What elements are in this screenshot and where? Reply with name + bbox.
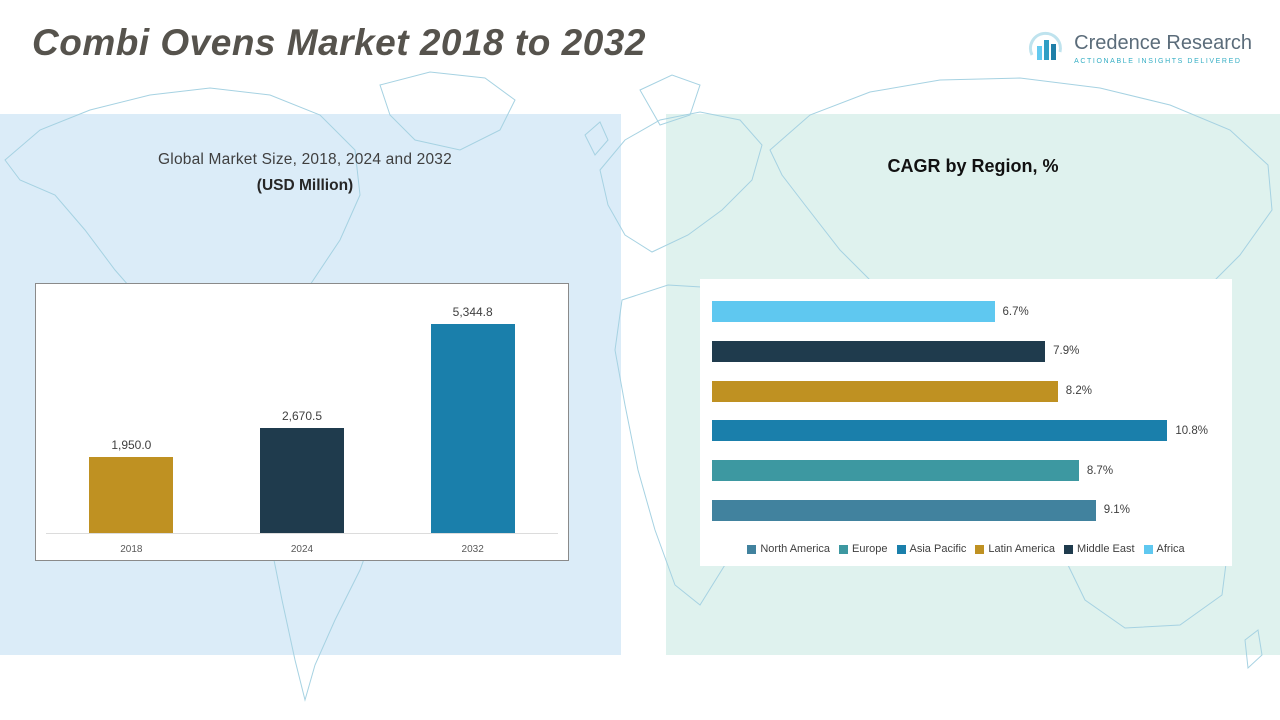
credence-logo: Credence Research Actionable Insights De… (1026, 28, 1252, 68)
logo-brand-text: Credence Research (1074, 31, 1252, 54)
legend-swatch (1064, 544, 1074, 554)
cagr-bar-row-europe: 8.7% (712, 460, 1218, 482)
cagr-bar-europe (712, 460, 1079, 482)
legend-label: Asia Pacific (909, 543, 967, 555)
legend-label: Europe (852, 543, 888, 555)
bar-value-label: 2,670.5 (281, 409, 323, 424)
cagr-bar-row-north-america: 9.1% (712, 499, 1218, 521)
cagr-value-label: 7.9% (1053, 345, 1080, 358)
cagr-value-label: 9.1% (1103, 504, 1130, 517)
cagr-bar-row-asia-pacific: 10.8% (712, 420, 1218, 442)
logo-text: Credence Research Actionable Insights De… (1074, 32, 1252, 65)
legend-swatch (839, 544, 849, 554)
legend-swatch (896, 544, 906, 554)
legend-item-asia-pacific: Asia Pacific (896, 543, 967, 555)
bar-2018 (89, 456, 174, 533)
page-title: Combi Ovens Market 2018 to 2032 (32, 22, 646, 63)
bar-value-label: 1,950.0 (111, 437, 152, 452)
cagr-bar-middle-east (712, 340, 1046, 362)
bar-group-2024: 2,670.5 (217, 298, 388, 533)
left-chart-title-line2: (USD Million) (256, 177, 354, 194)
x-axis-label: 2024 (290, 544, 314, 555)
legend-item-africa: Africa (1143, 543, 1185, 555)
cagr-bar-row-middle-east: 7.9% (712, 340, 1218, 362)
right-chart-title: CAGR by Region, % (887, 156, 1059, 176)
cagr-bar-row-africa: 6.7% (712, 301, 1218, 322)
hbar-plot-area: 6.7% 7.9% 8.2% 10.8% 8.7% 9.1% (712, 301, 1218, 521)
legend-swatch (1143, 544, 1153, 554)
legend-item-latin-america: Latin America (975, 543, 1055, 555)
bar-value-label: 5,344.8 (452, 304, 493, 319)
cagr-bar-africa (712, 301, 995, 322)
legend-swatch (747, 544, 757, 554)
cagr-value-label: 10.8% (1175, 424, 1208, 437)
cagr-value-label: 6.7% (1002, 305, 1029, 318)
cagr-bar-latin-america (712, 380, 1058, 402)
bar-2032 (430, 323, 515, 533)
x-axis-label: 2032 (461, 544, 484, 555)
x-axis-label: 2018 (120, 544, 143, 555)
legend-label: Latin America (988, 543, 1056, 555)
cagr-bar-chart: 6.7% 7.9% 8.2% 10.8% 8.7% 9.1% North America E… (700, 279, 1232, 566)
cagr-value-label: 8.2% (1065, 385, 1092, 398)
left-chart-title: Global Market Size, 2018, 2024 and 2032 … (75, 151, 535, 195)
chart-legend: North America Europe Asia Pacific Latin Ame… (700, 543, 1232, 555)
legend-item-middle-east: Middle East (1064, 543, 1135, 555)
logo-tagline: Actionable Insights Delivered (1074, 57, 1242, 65)
left-chart-title-line1: Global Market Size, 2018, 2024 and 2032 (158, 151, 452, 168)
legend-label: Africa (1156, 543, 1185, 555)
legend-item-north-america: North America (747, 543, 830, 555)
bar-group-2018: 1,950.0 (46, 298, 217, 533)
bar-category-axis: 2018 2024 2032 (46, 544, 558, 555)
bar-2024 (260, 428, 344, 533)
cagr-value-label: 8.7% (1086, 464, 1114, 477)
cagr-bar-row-latin-america: 8.2% (712, 380, 1218, 402)
market-size-bar-chart: 1,950.0 2,670.5 5,344.8 2018 2024 2032 (35, 283, 569, 561)
legend-label: North America (760, 543, 831, 555)
cagr-bar-north-america (712, 499, 1096, 521)
legend-item-europe: Europe (839, 543, 888, 555)
bar-group-2032: 5,344.8 (387, 298, 558, 533)
legend-label: Middle East (1077, 543, 1135, 555)
credence-logo-icon (1029, 31, 1063, 60)
legend-swatch (975, 544, 985, 554)
bar-plot-area: 1,950.0 2,670.5 5,344.8 (46, 298, 558, 534)
cagr-bar-asia-pacific (712, 420, 1168, 442)
